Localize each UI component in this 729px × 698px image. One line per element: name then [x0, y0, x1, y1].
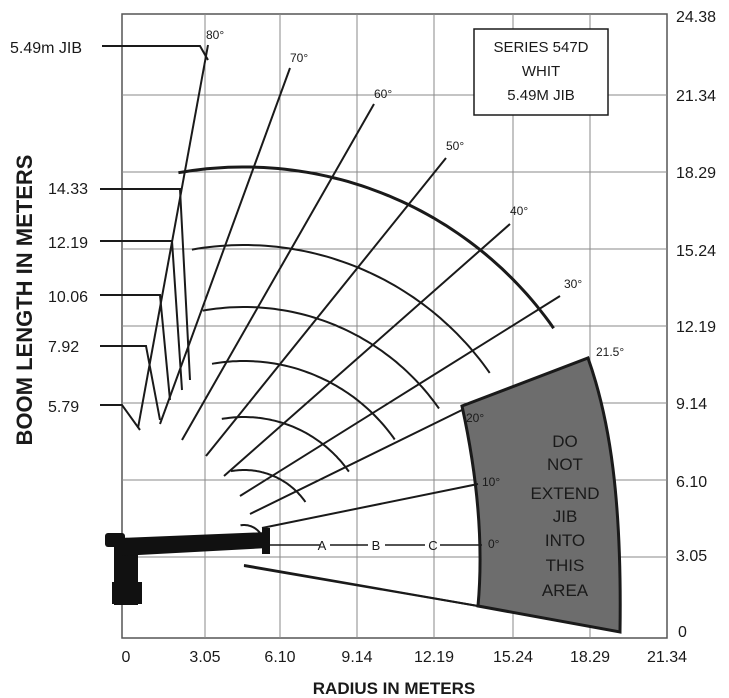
- angle-line: [181, 103, 375, 441]
- warning-line: NOT: [547, 455, 583, 474]
- y-tick: 3.05: [676, 548, 707, 565]
- y-tick: 0: [678, 624, 687, 641]
- angle-line: [205, 157, 447, 457]
- info-box-line: 5.49M JIB: [507, 87, 575, 104]
- boom-arc: [221, 416, 350, 473]
- boom-length-label: 10.06: [48, 289, 88, 306]
- boom-length-label: 5.49m JIB: [10, 40, 82, 57]
- y-axis-title: BOOM LENGTH IN METERS: [12, 155, 37, 446]
- angle-line: [243, 565, 479, 607]
- boom-leader-line: [100, 404, 141, 431]
- row-label-b: B: [372, 538, 381, 553]
- boom-arc: [211, 360, 396, 441]
- y-tick: 6.10: [676, 474, 707, 491]
- boom-leader-line: [100, 240, 183, 391]
- warning-line: JIB: [553, 507, 578, 526]
- x-tick: 15.24: [493, 649, 533, 666]
- x-tick: 9.14: [341, 649, 372, 666]
- y-tick: 9.14: [676, 396, 707, 413]
- info-box: SERIES 547D WHIT 5.49M JIB: [473, 28, 609, 116]
- warning-line: INTO: [545, 531, 585, 550]
- angle-line: [239, 295, 561, 497]
- angle-label: 60°: [374, 87, 392, 101]
- x-tick: 0: [122, 649, 131, 666]
- angle-label: 0°: [488, 537, 500, 551]
- x-tick: 3.05: [189, 649, 220, 666]
- angle-line: [137, 44, 209, 429]
- angle-label: 50°: [446, 139, 464, 153]
- restricted-area-text: DO NOT EXTEND JIB INTO THIS AREA: [531, 432, 600, 600]
- info-box-line: WHIT: [522, 63, 560, 80]
- boom-arc: [178, 165, 555, 330]
- boom-length-label: 14.33: [48, 181, 88, 198]
- angle-labels: 80° 70° 60° 50° 40° 30° 21.5° 20° 10° 0°: [206, 28, 624, 551]
- angle-lines: [137, 44, 561, 607]
- angle-label: 80°: [206, 28, 224, 42]
- boom-arc: [191, 244, 491, 374]
- warning-line: EXTEND: [531, 484, 600, 503]
- angle-label: 20°: [466, 411, 484, 425]
- x-tick: 6.10: [264, 649, 295, 666]
- x-axis-ticks: 0 3.05 6.10 9.14 12.19 15.24 18.29 21.34: [122, 649, 688, 666]
- boom-leader-line: [102, 45, 209, 61]
- boom-length-label: 7.92: [48, 339, 79, 356]
- boom-length-label: 12.19: [48, 235, 88, 252]
- warning-line: AREA: [542, 581, 589, 600]
- boom-arc: [240, 524, 262, 535]
- row-label-c: C: [428, 538, 437, 553]
- x-tick: 18.29: [570, 649, 610, 666]
- boom-leaders: [100, 45, 209, 431]
- x-tick: 12.19: [414, 649, 454, 666]
- boom-arc: [202, 306, 440, 410]
- angle-line: [159, 67, 291, 425]
- row-label-a: A: [318, 538, 327, 553]
- angle-label: 21.5°: [596, 345, 624, 359]
- boom-arc: [230, 469, 307, 503]
- y-tick: 24.38: [676, 9, 716, 26]
- angle-label: 30°: [564, 277, 582, 291]
- info-box-line: SERIES 547D: [493, 39, 588, 56]
- angle-line: [249, 409, 463, 515]
- y-tick: 12.19: [676, 319, 716, 336]
- grid: [122, 14, 667, 638]
- boom-length-label: 5.79: [48, 399, 79, 416]
- angle-label: 70°: [290, 51, 308, 65]
- y-tick: 15.24: [676, 243, 716, 260]
- boom-leader-line: [100, 294, 171, 401]
- boom-leader-line: [100, 345, 161, 421]
- warning-line: THIS: [546, 556, 585, 575]
- crane-icon: [105, 528, 270, 605]
- boom-leader-line: [100, 188, 191, 381]
- boom-length-labels: 5.79 7.92 10.06 12.19 14.33 5.49m JIB: [10, 40, 88, 416]
- y-axis-right-ticks: 0 3.05 6.10 9.14 12.19 15.24 18.29 21.34…: [676, 9, 716, 641]
- warning-line: DO: [552, 432, 578, 451]
- x-axis-title: RADIUS IN METERS: [313, 679, 475, 698]
- angle-label: 40°: [510, 204, 528, 218]
- angle-label: 10°: [482, 475, 500, 489]
- angle-line: [223, 223, 511, 477]
- y-tick: 18.29: [676, 165, 716, 182]
- x-tick: 21.34: [647, 649, 687, 666]
- angle-line: [261, 483, 479, 529]
- y-tick: 21.34: [676, 88, 716, 105]
